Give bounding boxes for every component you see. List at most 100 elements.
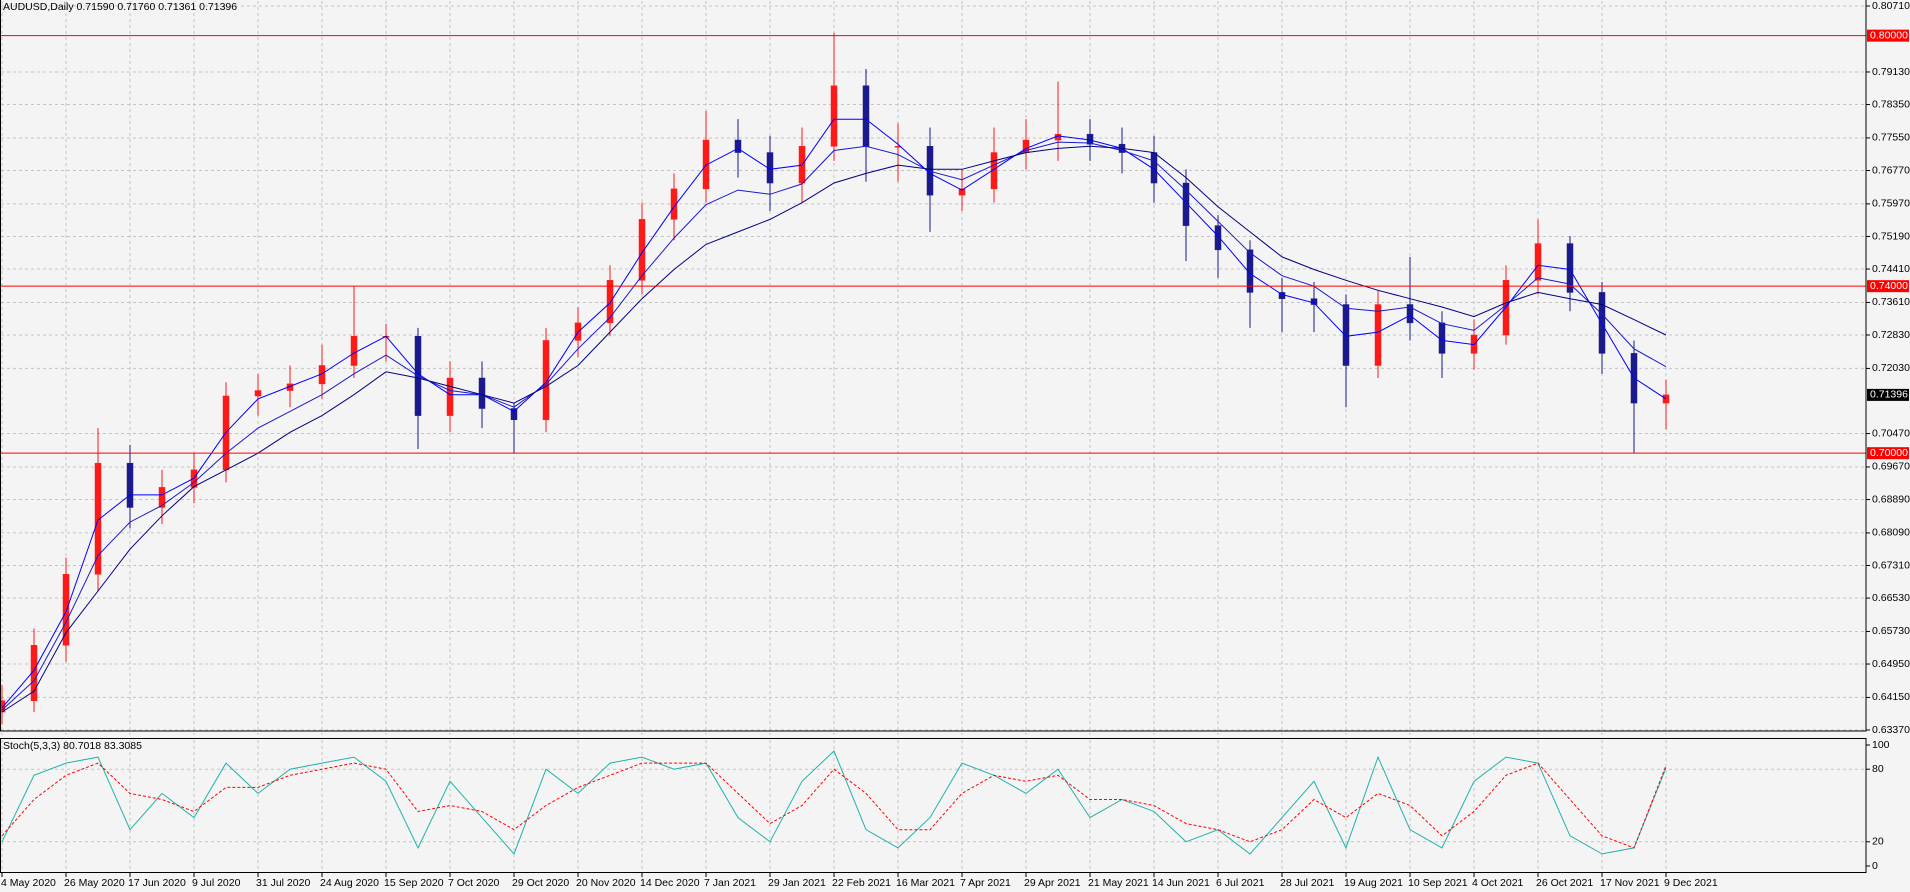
x-tick-label: 24 Aug 2020 [320, 877, 379, 889]
x-tick-label: 20 Nov 2020 [576, 877, 636, 889]
y-tick-label: 0.80710 [1872, 0, 1910, 12]
x-tick-label: 17 Jun 2020 [128, 877, 186, 889]
stoch-panel-frame [0, 738, 1867, 873]
x-tick-label: 9 Jul 2020 [192, 877, 241, 889]
level-label: 0.80000 [1870, 29, 1908, 41]
y-tick-label: 0.76770 [1872, 164, 1910, 176]
candle-body [1342, 304, 1350, 366]
x-tick-label: 22 Feb 2021 [832, 877, 891, 889]
candle-body [1246, 249, 1254, 293]
x-tick-label: 26 May 2020 [64, 877, 125, 889]
series-line [1, 141, 1667, 711]
x-tick-label: 21 May 2021 [1088, 877, 1149, 889]
y-tick-label: 0.68890 [1872, 493, 1910, 505]
series-line [1, 762, 1667, 849]
candle-body [350, 336, 358, 366]
chart-title: AUDUSD,Daily 0.71590 0.71760 0.71361 0.7… [3, 1, 237, 13]
y-tick-label: 0.78350 [1872, 98, 1910, 110]
y-tick-label: 0.70470 [1872, 427, 1910, 439]
candle-body [0, 700, 6, 713]
candle-body [1662, 394, 1670, 404]
y-tick-label: 100 [1872, 739, 1890, 751]
candle-body [62, 574, 70, 646]
x-tick-label: 28 Jul 2021 [1280, 877, 1334, 889]
candle-body [734, 139, 742, 153]
level-label-box [1867, 280, 1909, 293]
candle-body [1566, 243, 1574, 293]
candle-body [542, 340, 550, 421]
y-tick-label: 0.64950 [1872, 658, 1910, 670]
level-label-box [1867, 447, 1909, 460]
candle-body [862, 85, 870, 147]
candle-body [1182, 182, 1190, 226]
y-tick-label: 0.74410 [1872, 263, 1910, 275]
y-tick-label: 0.69670 [1872, 461, 1910, 473]
x-tick-label: 26 Oct 2021 [1536, 877, 1593, 889]
y-tick-label: 0.68090 [1872, 527, 1910, 539]
x-tick-label: 9 Dec 2021 [1664, 877, 1718, 889]
candle-body [1214, 225, 1222, 251]
y-tick-label: 20 [1872, 836, 1884, 848]
candle-body [1310, 298, 1318, 305]
candle-body [958, 188, 966, 196]
candle-body [830, 85, 838, 147]
y-tick-label: 0.75970 [1872, 198, 1910, 210]
indicator-title: Stoch(5,3,3) 80.7018 83.3085 [3, 740, 142, 752]
x-tick-label: 4 May 2020 [1, 877, 56, 889]
x-tick-label: 6 Jul 2021 [1216, 877, 1265, 889]
x-tick-label: 7 Jan 2021 [704, 877, 756, 889]
y-tick-label: 0 [1872, 860, 1878, 872]
y-tick-label: 0.73610 [1872, 296, 1910, 308]
candle-body [1374, 304, 1382, 366]
series-line [1, 750, 1667, 855]
x-tick-label: 4 Oct 2021 [1472, 877, 1524, 889]
series-line [1, 118, 1667, 709]
candle-body [94, 462, 102, 575]
candle-body [158, 487, 166, 508]
y-tick-label: 0.72030 [1872, 362, 1910, 374]
candle-body [446, 377, 454, 416]
x-tick-label: 19 Aug 2021 [1344, 877, 1403, 889]
candle-body [1534, 243, 1542, 281]
candle-body [510, 408, 518, 421]
level-label: 0.74000 [1870, 280, 1908, 292]
x-tick-label: 7 Oct 2020 [448, 877, 500, 889]
candle-body [638, 219, 646, 281]
y-tick-label: 0.63370 [1872, 724, 1910, 736]
candle-body [702, 139, 710, 190]
x-tick-label: 10 Sep 2021 [1408, 877, 1468, 889]
level-label: 0.70000 [1870, 447, 1908, 459]
y-tick-label: 0.72830 [1872, 329, 1910, 341]
y-tick-label: 0.79130 [1872, 66, 1910, 78]
level-label-box [1867, 29, 1909, 42]
y-tick-label: 0.75190 [1872, 230, 1910, 242]
y-tick-label: 0.66530 [1872, 592, 1910, 604]
x-tick-label: 16 Mar 2021 [896, 877, 955, 889]
y-tick-label: 0.64150 [1872, 691, 1910, 703]
main-panel-frame [0, 0, 1867, 732]
x-tick-label: 29 Jan 2021 [768, 877, 826, 889]
x-tick-label: 29 Oct 2020 [512, 877, 569, 889]
y-tick-label: 0.65730 [1872, 625, 1910, 637]
x-tick-label: 15 Sep 2020 [384, 877, 444, 889]
candle-body [478, 377, 486, 409]
x-tick-label: 14 Jun 2021 [1152, 877, 1210, 889]
candle-body [30, 644, 38, 702]
price-label: 0.71396 [1870, 389, 1908, 401]
y-tick-label: 80 [1872, 763, 1884, 775]
candle-body [1406, 304, 1414, 324]
candle-body [126, 462, 134, 508]
x-tick-label: 31 Jul 2020 [256, 877, 310, 889]
candle-body [606, 280, 614, 324]
candle-body [670, 188, 678, 220]
x-tick-label: 7 Apr 2021 [960, 877, 1011, 889]
y-tick-label: 0.77550 [1872, 132, 1910, 144]
x-tick-label: 14 Dec 2020 [640, 877, 700, 889]
x-tick-label: 29 Apr 2021 [1024, 877, 1081, 889]
price-label-box [1867, 388, 1909, 401]
candle-body [254, 390, 262, 397]
x-tick-label: 17 Nov 2021 [1600, 877, 1660, 889]
